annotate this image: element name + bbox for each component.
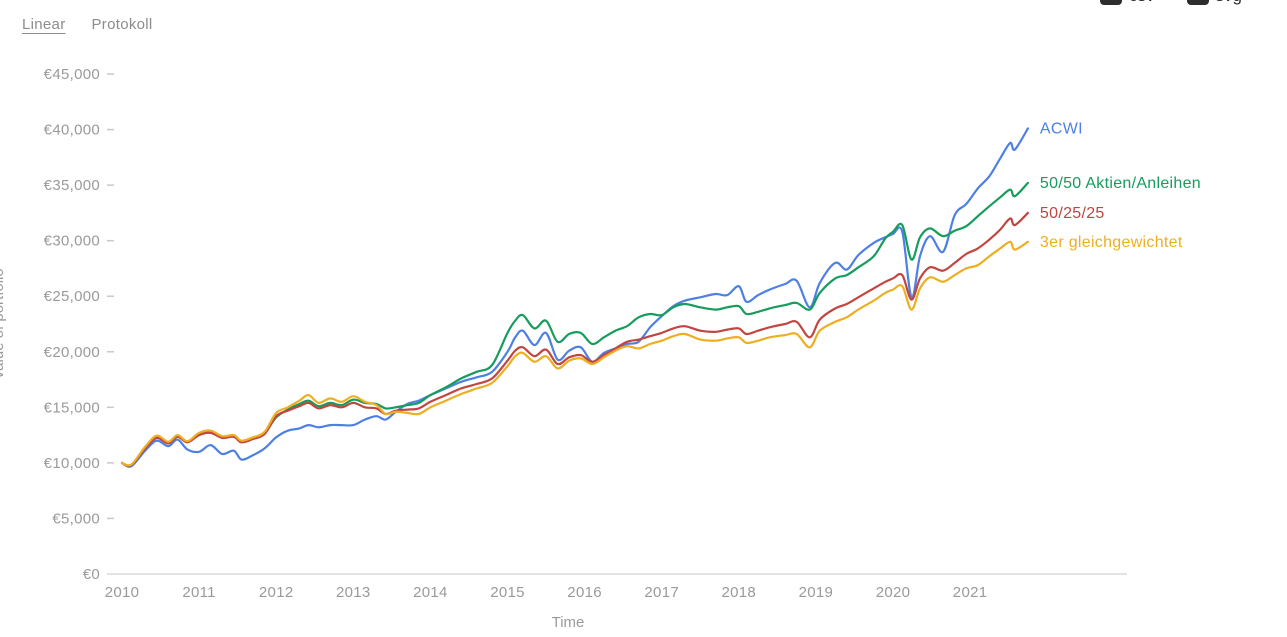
y-tick-label: €40,000 <box>44 122 100 139</box>
series-line-3er-gleichgewichtet <box>120 240 1029 467</box>
series-end-label: 50/50 Aktien/Anleihen <box>1040 175 1201 192</box>
y-tick-label: €25,000 <box>44 288 100 305</box>
y-tick-label: €5,000 <box>52 510 100 527</box>
csv-button-label: csv <box>1129 0 1155 6</box>
download-icon <box>1186 0 1209 5</box>
y-tick-label: €20,000 <box>44 344 100 361</box>
x-tick-label: 2011 <box>182 584 215 601</box>
x-tick-label: 2020 <box>876 584 911 601</box>
svg-button-label: svg <box>1216 0 1242 6</box>
series-end-label: 3er gleichgewichtet <box>1040 234 1183 251</box>
download-csv-button[interactable]: csv <box>1100 0 1155 6</box>
y-tick-label: €45,000 <box>44 66 100 83</box>
y-tick-label: €30,000 <box>44 233 100 250</box>
x-tick-label: 2018 <box>722 584 757 601</box>
download-svg-button[interactable]: svg <box>1186 0 1242 6</box>
x-tick-label: 2017 <box>644 584 679 601</box>
series-end-label: 50/25/25 <box>1040 205 1105 222</box>
series-line-50-25-25 <box>120 211 1029 467</box>
y-tick-label: €0 <box>83 566 100 583</box>
series-line-50-50-aktien-anleihen <box>120 181 1029 468</box>
chart-mode-tabs: Linear Protokoll <box>22 16 153 35</box>
y-tick-label: €15,000 <box>44 399 100 416</box>
x-tick-label: 2013 <box>336 584 371 601</box>
x-tick-label: 2014 <box>413 584 448 601</box>
tab-linear[interactable]: Linear <box>22 16 66 33</box>
x-tick-label: 2012 <box>259 584 294 601</box>
y-tick-label: €10,000 <box>44 455 100 472</box>
y-axis-title: Value of portfolio <box>0 268 7 379</box>
tab-protokoll[interactable]: Protokoll <box>91 16 153 33</box>
x-tick-label: 2015 <box>490 584 525 601</box>
x-tick-label: 2010 <box>105 584 140 601</box>
export-buttons: csv svg <box>1100 0 1242 6</box>
series-end-label: ACWI <box>1040 120 1083 137</box>
series-line-acwi <box>120 127 1029 468</box>
download-icon <box>1100 0 1122 5</box>
x-tick-label: 2021 <box>953 584 988 601</box>
y-tick-label: €35,000 <box>44 177 100 194</box>
x-axis-title: Time <box>552 614 585 631</box>
x-tick-label: 2016 <box>567 584 602 601</box>
x-tick-label: 2019 <box>799 584 834 601</box>
